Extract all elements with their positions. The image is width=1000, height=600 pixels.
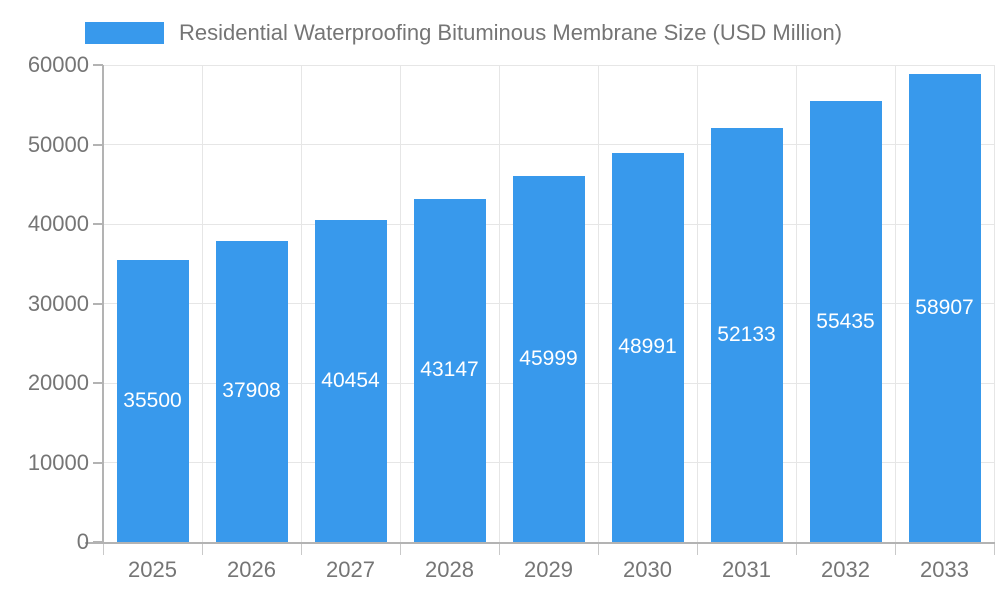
y-axis-tick [93,302,103,305]
x-axis-label: 2033 [920,557,969,582]
y-axis-tick [93,143,103,146]
x-axis-tick [696,544,698,555]
y-axis-label: 0 [76,529,89,554]
y-axis-tick [93,541,103,543]
x-axis-tick [894,544,896,555]
gridline-vertical [993,65,995,542]
x-axis-label: 2025 [128,557,177,582]
x-axis-tick [300,544,302,555]
bar-value-label: 35500 [123,388,182,412]
x-axis-tick [795,544,797,555]
x-axis-label: 2031 [722,557,771,582]
y-axis-tick [93,64,103,66]
bar-2027[interactable] [314,220,387,542]
y-axis-label: 20000 [27,370,89,395]
bar-value-label: 40454 [321,369,380,393]
x-axis-label: 2032 [821,557,870,582]
legend-swatch-icon [85,22,164,44]
x-axis-tick [597,544,599,555]
bar-2032[interactable] [809,101,882,542]
y-axis-label: 50000 [27,131,89,157]
bar-2029[interactable] [512,176,585,542]
y-axis-label: 40000 [27,211,89,236]
bar-2031[interactable] [710,127,783,542]
y-axis-label: 60000 [27,52,89,77]
x-axis-tick [498,544,500,555]
x-axis-tick [201,544,203,555]
bar-value-label: 55435 [816,309,875,333]
x-axis-label: 2028 [425,557,474,582]
x-axis-tick [399,544,401,555]
bar-value-label: 45999 [519,347,578,371]
bar-value-label: 48991 [618,335,677,359]
x-axis-label: 2030 [623,557,672,582]
y-axis-label: 10000 [27,449,89,475]
bar-2028[interactable] [413,198,486,542]
legend-item[interactable]: Residential Waterproofing Bituminous Mem… [85,20,842,46]
chart-title: Residential Waterproofing Bituminous Mem… [179,20,843,45]
x-axis-line [85,542,995,544]
bar-2030[interactable] [611,152,684,542]
y-axis-line [102,65,104,542]
bar-value-label: 37908 [222,379,281,403]
bar-value-label: 52133 [717,322,776,346]
y-axis-label: 30000 [27,290,89,316]
y-axis-tick [93,223,103,225]
bar-2026[interactable] [215,240,288,542]
x-axis-tick [102,544,104,555]
gridline-horizontal [103,64,994,66]
bar-value-label: 43147 [420,358,479,382]
bar-2025[interactable] [116,259,189,542]
bar-value-label: 58907 [915,295,974,319]
x-axis-label: 2027 [326,557,375,582]
y-axis-tick [93,461,103,464]
plot-area: 0 10000 20000 30000 40000 50000 60000 2025 2026 2… [28,53,995,582]
x-axis-label: 2026 [227,557,276,582]
x-axis-label: 2029 [524,557,573,582]
y-axis-tick [93,382,103,384]
x-axis-tick [993,544,995,555]
gridline-horizontal [103,144,994,145]
bar-2033[interactable] [908,73,981,542]
